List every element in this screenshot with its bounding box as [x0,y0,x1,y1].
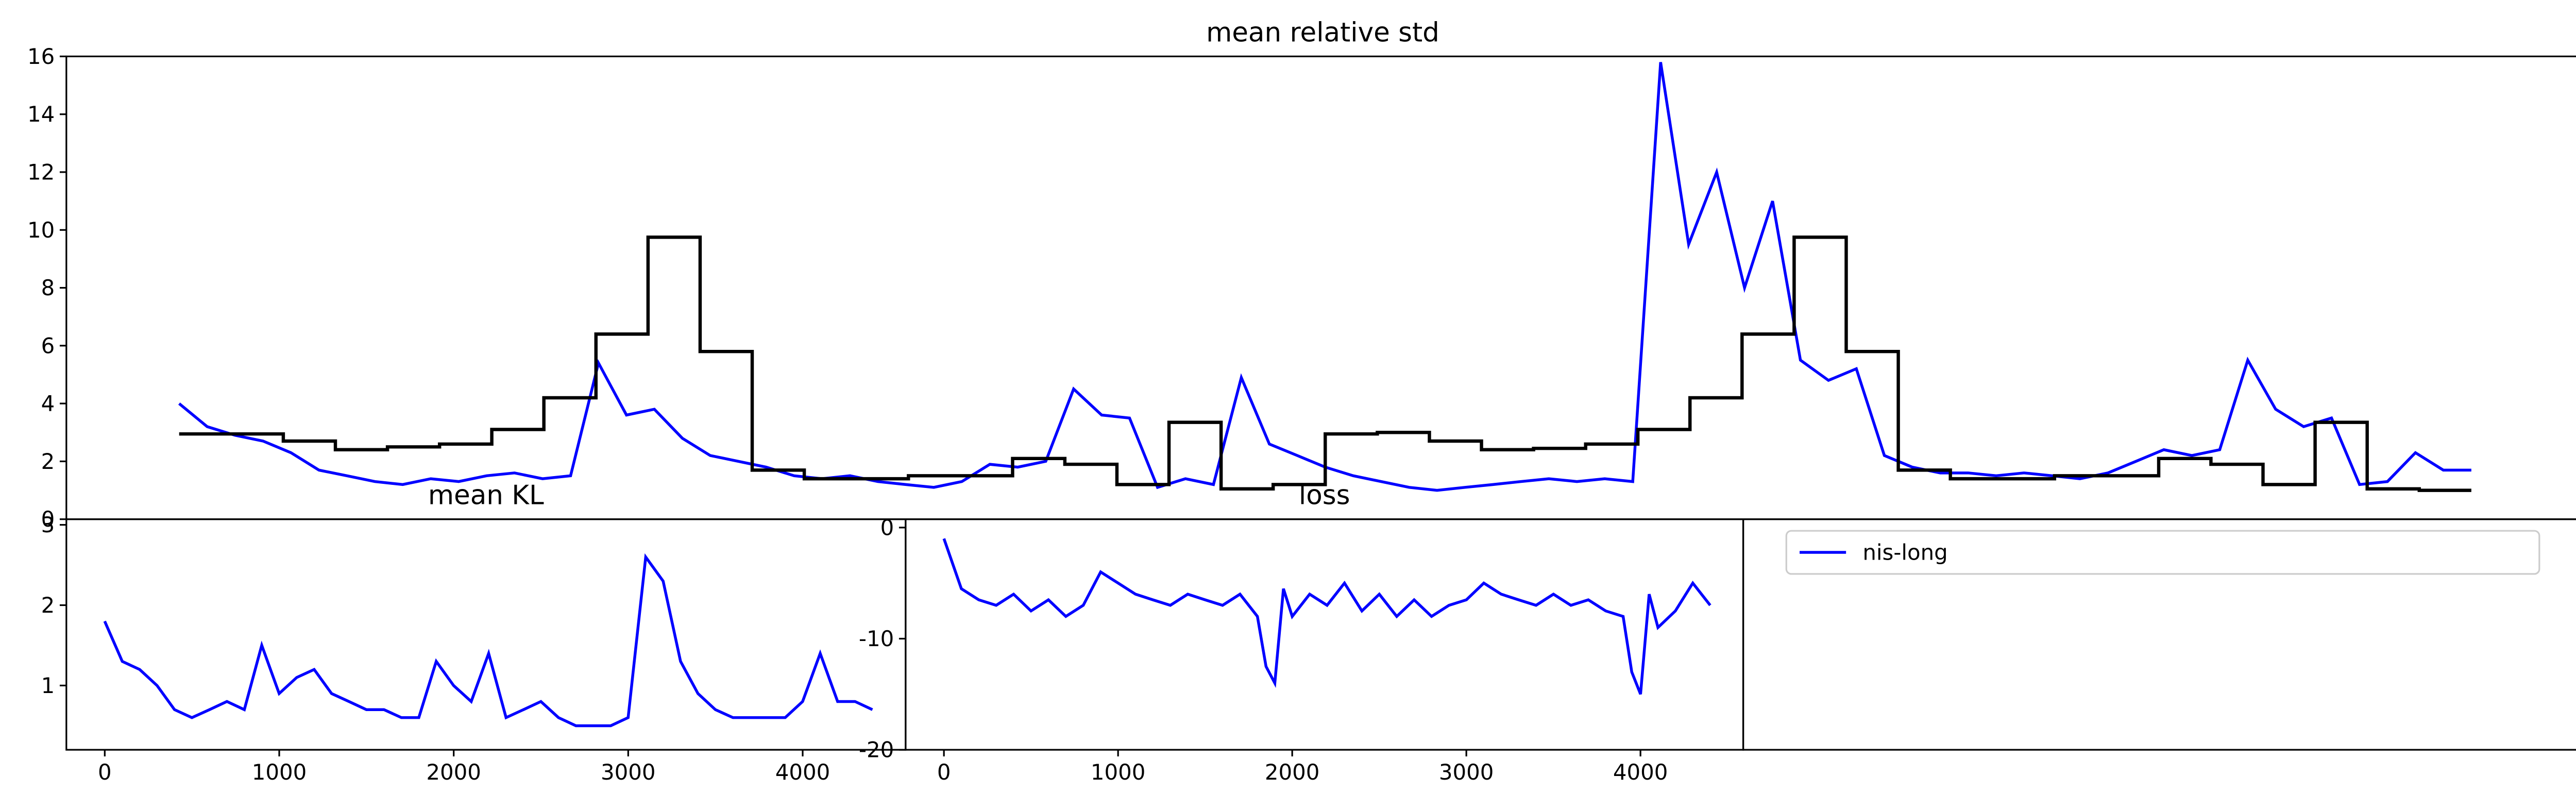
x-tick-label: 1000 [1091,760,1146,785]
y-tick-label: 10 [27,217,55,243]
x-tick-label: 3000 [601,760,656,785]
x-tick-label: 4000 [1613,760,1668,785]
y-tick-label: 6 [41,333,55,358]
line-series [178,62,2471,492]
legend-label: nis-long [1862,540,1947,565]
y-tick-label: 16 [27,44,55,69]
x-tick-label: 3000 [1439,760,1494,785]
x-tick-label: 2000 [426,760,481,785]
chart-title: mean KL [428,480,544,511]
x-tick-label: 4000 [775,760,831,785]
x-tick-label: 0 [98,760,112,785]
x-tick-label: 0 [937,760,951,785]
y-tick-label: 14 [27,102,55,127]
y-tick-label: 2 [41,593,55,618]
chart-title: loss [1299,480,1350,511]
x-tick-label: 1000 [252,760,307,785]
axes-frame [1742,518,2576,751]
y-tick-label: 1 [41,673,55,698]
y-tick-label: 12 [27,159,55,184]
line-series [103,553,873,728]
y-tick-label: -10 [859,626,894,651]
y-tick-label: 8 [41,275,55,300]
y-tick-label: 2 [41,449,55,474]
y-tick-label: 3 [41,512,55,537]
y-tick-label: 4 [41,391,55,416]
legend-box [1785,530,2540,575]
axes-frame [905,518,1744,751]
line-series [179,235,2471,492]
x-tick-label: 2000 [1265,760,1320,785]
chart-title: mean relative std [1206,17,1439,48]
axes-frame [65,55,2576,520]
line-series [942,538,1711,695]
axes-frame [65,518,907,751]
y-tick-label: 0 [41,507,55,532]
